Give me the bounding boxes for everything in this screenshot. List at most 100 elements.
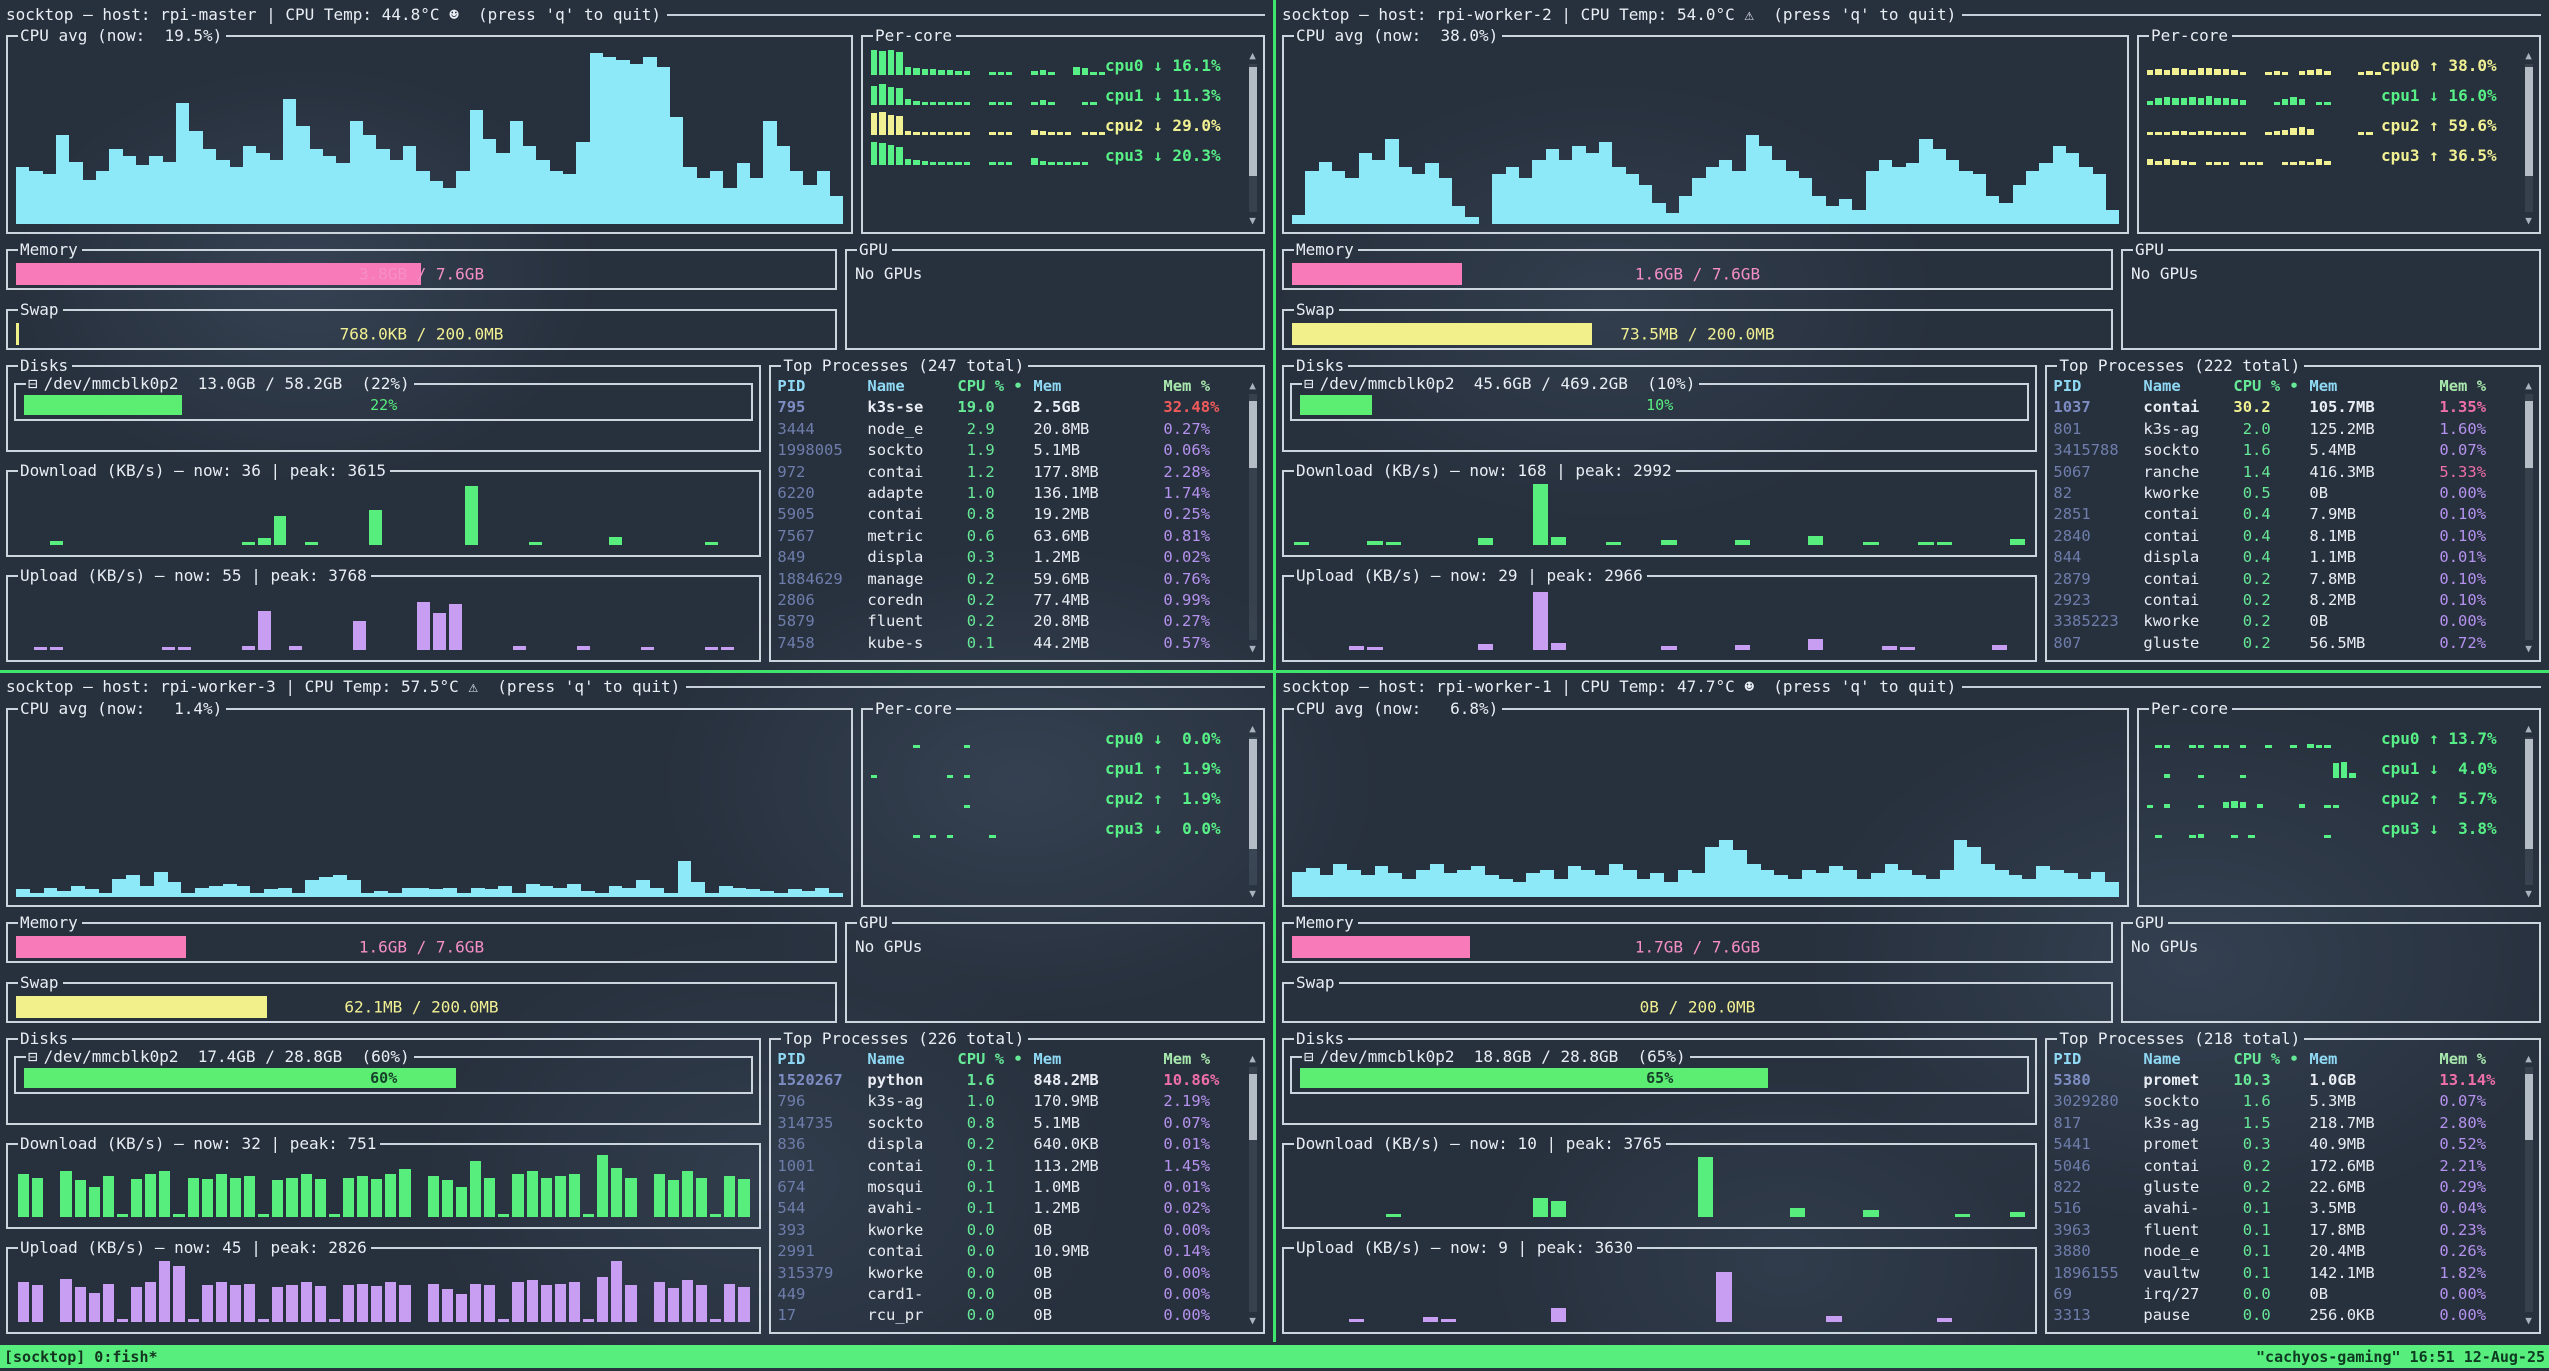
process-row[interactable]: 822 gluste 0.2 22.6MB 0.29% [2053,1177,2533,1198]
process-row[interactable]: 2923 contai 0.2 8.2MB 0.10% [2053,590,2533,611]
process-row[interactable]: 3415788 sockto 1.6 5.4MB 0.07% [2053,440,2533,461]
process-row[interactable]: 817 k3s-ag 1.5 218.7MB 2.80% [2053,1113,2533,1134]
scroll-down-icon[interactable]: ▼ [1249,214,1256,227]
scrollbar-thumb[interactable] [1248,1073,1257,1141]
column-header[interactable]: Mem % [2439,377,2487,395]
process-row[interactable]: 393 kworke 0.0 0B 0.00% [777,1220,1257,1241]
process-row[interactable]: 849 displa 0.3 1.2MB 0.02% [777,547,1257,568]
process-row[interactable]: 3385223 kworke 0.2 0B 0.00% [2053,611,2533,632]
scrollbar-track[interactable] [2524,736,2533,885]
process-row[interactable]: 1037 contai 30.2 105.7MB 1.35% [2053,397,2533,418]
scroll-down-icon[interactable]: ▼ [1249,1314,1256,1327]
process-row[interactable]: 5879 fluent 0.2 20.8MB 0.27% [777,611,1257,632]
process-row[interactable]: 5380 promet 10.3 1.0GB 13.14% [2053,1070,2533,1091]
process-row[interactable]: 3963 fluent 0.1 17.8MB 0.23% [2053,1220,2533,1241]
scrollbar[interactable]: ▲ ▼ [1245,380,1260,654]
column-header[interactable]: Mem [2309,377,2338,395]
process-row[interactable]: 315379 kworke 0.0 0B 0.00% [777,1263,1257,1284]
scrollbar[interactable]: ▲ ▼ [1245,723,1260,899]
process-row[interactable]: 5905 contai 0.8 19.2MB 0.25% [777,504,1257,525]
tmux-horizontal-divider[interactable] [0,670,2549,673]
process-row[interactable]: 795 k3s-se 19.0 2.5GB 32.48% [777,397,1257,418]
column-header[interactable]: CPU % • [2233,1049,2299,1068]
column-header[interactable]: Name [2143,1049,2181,1068]
scrollbar[interactable]: ▲ ▼ [1245,1051,1260,1327]
column-header[interactable]: Mem [1033,1049,1062,1068]
scrollbar[interactable]: ▲ ▼ [1245,50,1260,226]
scrollbar-track[interactable] [2524,1066,2533,1312]
scroll-up-icon[interactable]: ▲ [2525,1051,2532,1065]
scroll-down-icon[interactable]: ▼ [2525,886,2532,900]
scrollbar-track[interactable] [2524,394,2533,640]
scroll-down-icon[interactable]: ▼ [2525,1314,2532,1327]
process-row[interactable]: 1896155 vaultw 0.1 142.1MB 1.82% [2053,1263,2533,1284]
process-row[interactable]: 3313 pause 0.0 256.0KB 0.00% [2053,1305,2533,1326]
scrollbar-thumb[interactable] [2524,401,2533,468]
process-row[interactable]: 796 k3s-ag 1.0 170.9MB 2.19% [777,1091,1257,1112]
process-row[interactable]: 7458 kube-s 0.1 44.2MB 0.57% [777,633,1257,654]
scroll-down-icon[interactable]: ▼ [1249,886,1256,900]
scrollbar-thumb[interactable] [1248,66,1257,177]
column-header[interactable]: PID [2053,1049,2082,1068]
process-row[interactable]: 2840 contai 0.4 8.1MB 0.10% [2053,526,2533,547]
scroll-up-icon[interactable]: ▲ [1249,721,1256,735]
process-row[interactable]: 3880 node_e 0.1 20.4MB 0.26% [2053,1241,2533,1262]
process-row[interactable]: 544 avahi- 0.1 1.2MB 0.02% [777,1198,1257,1219]
process-row[interactable]: 516 avahi- 0.1 3.5MB 0.04% [2053,1198,2533,1219]
process-row[interactable]: 836 displa 0.2 640.0KB 0.01% [777,1134,1257,1155]
scrollbar-track[interactable] [1248,736,1257,885]
process-row[interactable]: 82 kworke 0.5 0B 0.00% [2053,483,2533,504]
process-row[interactable]: 1884629 manage 0.2 59.6MB 0.76% [777,569,1257,590]
scrollbar-thumb[interactable] [2524,66,2533,177]
process-row[interactable]: 2806 coredn 0.2 77.4MB 0.99% [777,590,1257,611]
scroll-up-icon[interactable]: ▲ [2525,49,2532,62]
process-row[interactable]: 3029280 sockto 1.6 5.3MB 0.07% [2053,1091,2533,1112]
column-header[interactable]: Name [867,1049,905,1068]
process-row[interactable]: 3444 node_e 2.9 20.8MB 0.27% [777,419,1257,440]
scrollbar-thumb[interactable] [2524,739,2533,849]
scroll-up-icon[interactable]: ▲ [1249,49,1256,62]
process-row[interactable]: 1001 contai 0.1 113.2MB 1.45% [777,1156,1257,1177]
scrollbar-track[interactable] [1248,394,1257,640]
column-header[interactable]: PID [2053,377,2082,395]
column-header[interactable]: CPU % • [957,1049,1023,1068]
column-header[interactable]: Name [2143,377,2181,395]
tmux-session-window-label[interactable]: [socktop] 0:fish* [4,1347,158,1366]
process-row[interactable]: 1520267 python 1.6 848.2MB 10.86% [777,1070,1257,1091]
scrollbar[interactable]: ▲ ▼ [2521,380,2536,654]
column-header[interactable]: Mem % [1163,377,1211,395]
process-row[interactable]: 7567 metric 0.6 63.6MB 0.81% [777,526,1257,547]
column-header[interactable]: Mem % [2439,1049,2487,1068]
scroll-up-icon[interactable]: ▲ [1249,379,1256,392]
scrollbar[interactable]: ▲ ▼ [2521,723,2536,899]
process-row[interactable]: 674 mosqui 0.1 1.0MB 0.01% [777,1177,1257,1198]
process-row[interactable]: 844 displa 0.4 1.1MB 0.01% [2053,547,2533,568]
process-row[interactable]: 807 gluste 0.2 56.5MB 0.72% [2053,633,2533,654]
scrollbar-thumb[interactable] [1248,739,1257,849]
column-header[interactable]: Mem [1033,377,1062,395]
scrollbar-thumb[interactable] [2524,1073,2533,1141]
scroll-up-icon[interactable]: ▲ [1249,1051,1256,1065]
process-row[interactable]: 2851 contai 0.4 7.9MB 0.10% [2053,504,2533,525]
scrollbar-track[interactable] [1248,1066,1257,1312]
process-row[interactable]: 6220 adapte 1.0 136.1MB 1.74% [777,483,1257,504]
column-header[interactable]: Name [867,377,905,395]
process-row[interactable]: 17 rcu_pr 0.0 0B 0.00% [777,1305,1257,1326]
column-header[interactable]: Mem [2309,1049,2338,1068]
scrollbar-track[interactable] [2524,64,2533,212]
column-header[interactable]: PID [777,377,806,395]
scrollbar-track[interactable] [1248,64,1257,212]
scrollbar[interactable]: ▲ ▼ [2521,50,2536,226]
process-row[interactable]: 69 irq/27 0.0 0B 0.00% [2053,1284,2533,1305]
process-row[interactable]: 5441 promet 0.3 40.9MB 0.52% [2053,1134,2533,1155]
process-row[interactable]: 1998005 sockto 1.9 5.1MB 0.06% [777,440,1257,461]
scroll-down-icon[interactable]: ▼ [2525,641,2532,655]
column-header[interactable]: PID [777,1049,806,1068]
scroll-down-icon[interactable]: ▼ [2525,214,2532,227]
process-row[interactable]: 801 k3s-ag 2.0 125.2MB 1.60% [2053,419,2533,440]
process-row[interactable]: 5046 contai 0.2 172.6MB 2.21% [2053,1156,2533,1177]
scrollbar[interactable]: ▲ ▼ [2521,1051,2536,1327]
scroll-down-icon[interactable]: ▼ [1249,641,1256,655]
process-row[interactable]: 449 card1- 0.0 0B 0.00% [777,1284,1257,1305]
process-row[interactable]: 5067 ranche 1.4 416.3MB 5.33% [2053,462,2533,483]
